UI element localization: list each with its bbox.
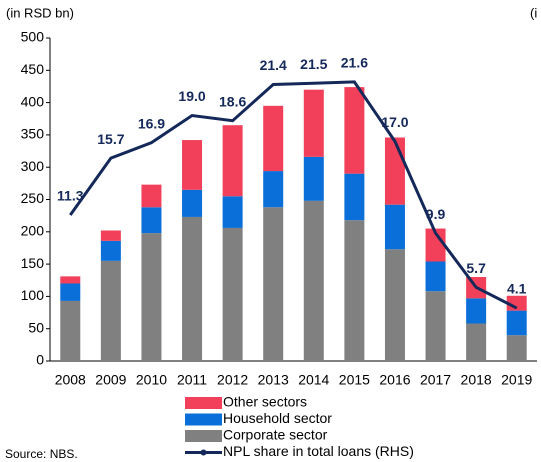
- bar-segment: [384, 249, 405, 361]
- data-label: 4.1: [507, 281, 527, 297]
- y-tick-label: 50: [28, 319, 44, 335]
- y-tick-label: 500: [21, 29, 45, 45]
- bar-segment: [263, 105, 284, 172]
- bar-segment: [466, 323, 487, 361]
- source-note: Source: NBS.: [5, 447, 78, 461]
- data-label: 21.5: [300, 56, 327, 72]
- data-label: 18.6: [219, 93, 246, 109]
- bar-segment: [60, 283, 81, 301]
- y-tick-label: 100: [21, 287, 45, 303]
- bar-segment: [303, 89, 324, 157]
- legend-swatch: [185, 413, 222, 426]
- bar-segment: [425, 228, 446, 262]
- bar-segment: [100, 240, 121, 261]
- bar-segment: [100, 230, 121, 241]
- y-axis-label: (in RSD bn): [6, 5, 74, 20]
- bar-segment: [100, 260, 121, 361]
- bar-segment: [344, 220, 365, 361]
- bar-segment: [384, 137, 405, 205]
- x-tick-label: 2011: [177, 372, 207, 388]
- bar-segment: [466, 298, 487, 324]
- x-tick-label: 2013: [258, 372, 289, 388]
- bar-segment: [222, 196, 243, 228]
- bar-segment: [263, 171, 284, 208]
- bar-segment: [384, 204, 405, 250]
- y-tick-label: 350: [21, 126, 45, 142]
- y-tick-label: 400: [21, 93, 45, 109]
- bar-segment: [506, 310, 527, 336]
- bar-segment: [182, 216, 203, 361]
- x-tick-label: 2008: [55, 372, 86, 388]
- bar-segment: [303, 156, 324, 201]
- bar-segment: [425, 261, 446, 292]
- legend-swatch: [185, 397, 222, 409]
- data-label: 21.4: [260, 57, 287, 73]
- data-label: 5.7: [466, 260, 486, 276]
- y-tick-label: 200: [21, 223, 45, 239]
- x-tick-label: 2018: [461, 372, 492, 388]
- x-tick-label: 2017: [420, 372, 451, 388]
- x-tick-label: 2010: [136, 372, 167, 388]
- data-label: 11.3: [57, 188, 84, 204]
- x-tick-label: 2014: [298, 372, 329, 388]
- bar-segment: [344, 173, 365, 221]
- legend-label: Corporate sector: [223, 427, 328, 443]
- bar-segment: [141, 184, 162, 208]
- bar-segment: [506, 335, 527, 361]
- data-label: 9.9: [426, 206, 446, 222]
- y-tick-label: 450: [21, 61, 45, 77]
- data-label: 19.0: [178, 88, 205, 104]
- x-tick-label: 2015: [339, 372, 370, 388]
- bar-segment: [263, 207, 284, 361]
- x-tick-label: 2009: [95, 372, 126, 388]
- data-label: 21.6: [341, 55, 368, 71]
- bar-segment: [182, 140, 203, 190]
- x-tick-label: 2016: [379, 372, 410, 388]
- bar-segment: [222, 125, 243, 197]
- data-label: 16.9: [138, 115, 165, 131]
- line-series: [69, 80, 518, 310]
- legend-label: NPL share in total loans (RHS): [223, 443, 414, 459]
- legend-label: Other sectors: [223, 394, 307, 410]
- legend-marker: [200, 449, 207, 456]
- x-tick-label: 2012: [217, 372, 248, 388]
- y-tick-label: 300: [21, 158, 45, 174]
- bar-segment: [60, 300, 81, 361]
- x-tick-label: 2019: [501, 372, 532, 388]
- y-tick-label: 0: [36, 352, 44, 368]
- legend-label: Household sector: [223, 410, 332, 426]
- y-tick-label: 150: [21, 255, 45, 271]
- y2-axis-label: (i: [530, 5, 537, 20]
- data-label: 17.0: [381, 114, 408, 130]
- bar-segment: [60, 276, 81, 284]
- data-label: 15.7: [97, 131, 124, 147]
- bar-segment: [141, 207, 162, 234]
- legend-swatch: [185, 430, 222, 442]
- bar-segment: [141, 233, 162, 361]
- bar-segment: [344, 87, 365, 174]
- bar-segment: [182, 189, 203, 217]
- bar-segment: [222, 227, 243, 361]
- y-tick-label: 250: [21, 190, 45, 206]
- bar-segment: [303, 200, 324, 361]
- bar-segment: [425, 291, 446, 361]
